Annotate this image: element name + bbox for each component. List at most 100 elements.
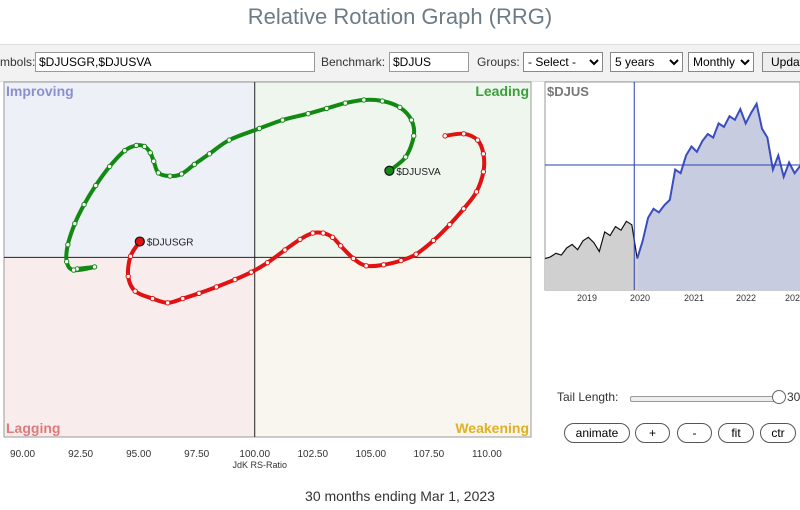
tail-point[interactable] bbox=[310, 230, 316, 236]
tail-point[interactable] bbox=[232, 276, 238, 283]
tail-point[interactable] bbox=[460, 206, 467, 212]
tail-point[interactable] bbox=[320, 230, 326, 236]
symbols-label: mbols: bbox=[0, 55, 36, 69]
x-tick-label: 107.50 bbox=[414, 449, 445, 460]
tail-point[interactable] bbox=[70, 267, 77, 273]
tail-point[interactable] bbox=[279, 117, 286, 123]
tail-point[interactable] bbox=[350, 255, 357, 262]
x-tick-label: 102.50 bbox=[297, 449, 328, 460]
page-title: Relative Rotation Graph (RRG) bbox=[247, 4, 553, 29]
toolbar: mbols: Benchmark: Groups: - Select - 5 y… bbox=[0, 44, 800, 82]
tail-point[interactable] bbox=[442, 133, 448, 139]
tail-point[interactable] bbox=[149, 295, 156, 302]
tail-point[interactable] bbox=[379, 98, 386, 104]
tail-point[interactable] bbox=[256, 125, 263, 132]
tail-point[interactable] bbox=[180, 295, 186, 302]
tail-point[interactable] bbox=[329, 234, 336, 241]
tail-point[interactable] bbox=[297, 236, 303, 243]
zoom-in-button[interactable]: + bbox=[635, 423, 670, 443]
tail-point[interactable] bbox=[93, 182, 99, 189]
groups-label: Groups: bbox=[477, 55, 520, 69]
tail-point[interactable] bbox=[147, 150, 153, 156]
tail-point[interactable] bbox=[81, 201, 87, 208]
x-tick-label: 92.50 bbox=[68, 449, 93, 460]
center-button[interactable]: ctr bbox=[760, 423, 796, 443]
head-point[interactable] bbox=[134, 236, 145, 247]
tail-point[interactable] bbox=[282, 247, 288, 253]
tail-point[interactable] bbox=[474, 137, 481, 143]
tail-point[interactable] bbox=[72, 220, 78, 227]
tail-point[interactable] bbox=[411, 133, 417, 139]
tail-point[interactable] bbox=[178, 171, 185, 177]
tail-length-slider[interactable] bbox=[630, 396, 780, 402]
quadrant-label-leading: Leading bbox=[475, 83, 529, 99]
tail-point[interactable] bbox=[363, 263, 369, 269]
tail-point[interactable] bbox=[63, 258, 70, 265]
tail-point[interactable] bbox=[480, 151, 487, 157]
tail-point[interactable] bbox=[196, 290, 202, 297]
tail-point[interactable] bbox=[151, 158, 157, 164]
tail-length-handle[interactable] bbox=[772, 390, 786, 404]
tail-point[interactable] bbox=[206, 151, 213, 157]
animate-button[interactable]: animate bbox=[564, 423, 630, 443]
symbols-input[interactable] bbox=[35, 52, 315, 72]
tail-point[interactable] bbox=[125, 273, 131, 280]
rrg-chart[interactable]: Improving Leading Lagging Weakening $DJUSVA… bbox=[0, 0, 800, 480]
tail-point[interactable] bbox=[141, 143, 148, 150]
benchmark-input[interactable] bbox=[389, 52, 469, 72]
tail-point[interactable] bbox=[361, 97, 367, 103]
fit-button[interactable]: fit bbox=[718, 423, 754, 443]
x-tick-label: 100.00 bbox=[239, 449, 270, 460]
frequency-select[interactable]: Monthly bbox=[688, 52, 754, 72]
tail-point[interactable] bbox=[167, 173, 173, 179]
x-tick-label: 105.00 bbox=[356, 449, 387, 460]
tail-point[interactable] bbox=[133, 142, 140, 149]
tail-point[interactable] bbox=[380, 262, 387, 268]
tail-point[interactable] bbox=[305, 110, 311, 117]
quadrant-label-lagging: Lagging bbox=[6, 420, 60, 436]
head-point[interactable] bbox=[384, 165, 395, 176]
tail-point[interactable] bbox=[408, 117, 415, 123]
tail-point[interactable] bbox=[127, 253, 134, 260]
tail-point[interactable] bbox=[132, 288, 138, 294]
tail-point[interactable] bbox=[460, 131, 467, 137]
x-tick-label: 95.00 bbox=[126, 449, 151, 460]
x-axis-label: JdK RS-Ratio bbox=[232, 460, 287, 470]
quadrant-improving bbox=[4, 82, 255, 258]
tail-point[interactable] bbox=[337, 243, 344, 249]
tail-point[interactable] bbox=[397, 104, 403, 111]
benchmark-label: Benchmark: bbox=[321, 55, 386, 69]
series-label: $DJUSVA bbox=[396, 167, 441, 178]
tail-point[interactable] bbox=[447, 221, 453, 228]
series-label: $DJUSGR bbox=[147, 238, 194, 249]
rrg-frame bbox=[3, 81, 532, 438]
tail-point[interactable] bbox=[226, 137, 232, 143]
x-tick-label: 90.00 bbox=[10, 449, 35, 460]
update-button[interactable]: Updat bbox=[762, 52, 800, 72]
tail-point[interactable] bbox=[164, 300, 171, 306]
tail-point[interactable] bbox=[324, 105, 330, 112]
tail-point[interactable] bbox=[91, 264, 98, 270]
period-select[interactable]: 5 years bbox=[610, 52, 683, 72]
zoom-out-button[interactable]: - bbox=[677, 423, 712, 443]
tail-point[interactable] bbox=[155, 170, 162, 176]
tail-point[interactable] bbox=[248, 269, 254, 275]
x-tick-label: 97.50 bbox=[184, 449, 209, 460]
tail-point[interactable] bbox=[213, 284, 220, 290]
tail-point[interactable] bbox=[430, 237, 437, 244]
quadrant-label-weakening: Weakening bbox=[455, 420, 529, 436]
tail-point[interactable] bbox=[402, 154, 409, 160]
tail-point[interactable] bbox=[413, 251, 419, 257]
tail-point[interactable] bbox=[473, 189, 480, 195]
period-caption: 30 months ending Mar 1, 2023 bbox=[305, 488, 495, 504]
tail-point[interactable] bbox=[191, 161, 198, 168]
groups-select[interactable]: - Select - bbox=[523, 52, 603, 72]
tail-point[interactable] bbox=[106, 163, 113, 170]
tail-length-value: 30 bbox=[787, 390, 800, 404]
tail-point[interactable] bbox=[122, 147, 128, 154]
tail-point[interactable] bbox=[264, 259, 271, 266]
tail-point[interactable] bbox=[480, 169, 487, 175]
tail-point[interactable] bbox=[342, 100, 348, 106]
tail-point[interactable] bbox=[398, 257, 404, 264]
tail-point[interactable] bbox=[65, 242, 71, 248]
